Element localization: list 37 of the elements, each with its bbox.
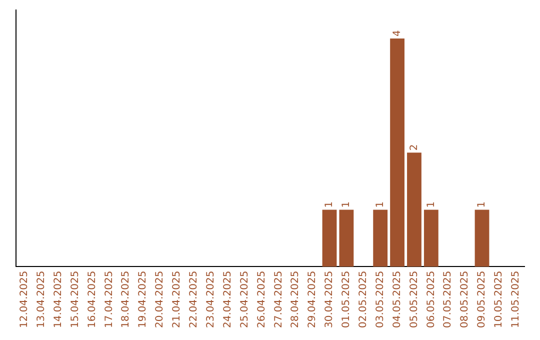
x-tick-label: 25.04.2025	[239, 270, 250, 328]
x-tick-label: 16.04.2025	[86, 270, 98, 328]
x-tick-label: 30.04.2025	[324, 270, 336, 328]
data-label: 1	[374, 201, 386, 208]
data-label: 1	[476, 201, 488, 208]
x-tick-label: 03.05.2025	[374, 270, 386, 328]
x-tick-label: 07.05.2025	[442, 270, 454, 328]
x-tick-label: 29.04.2025	[307, 270, 318, 328]
x-tick-label: 23.04.2025	[205, 270, 216, 328]
x-tick-label: 04.05.2025	[392, 270, 403, 328]
data-label: 1	[341, 201, 352, 208]
x-tick-label: 24.04.2025	[222, 270, 234, 328]
data-label: 4	[392, 30, 403, 37]
x-tick-label: 02.05.2025	[358, 270, 369, 328]
x-tick-label: 21.04.2025	[172, 270, 183, 328]
x-tick-label: 06.05.2025	[426, 270, 437, 328]
data-label: 1	[324, 201, 336, 208]
x-tick-label: 18.04.2025	[120, 270, 132, 328]
data-label: 1	[426, 201, 437, 208]
x-tick-label: 08.05.2025	[460, 270, 471, 328]
x-tick-label: 20.04.2025	[154, 270, 166, 328]
x-tick-label: 09.05.2025	[476, 270, 488, 328]
x-tick-label: 10.05.2025	[494, 270, 505, 328]
x-tick-label: 12.04.2025	[19, 270, 30, 328]
x-tick-label: 19.04.2025	[138, 270, 149, 328]
x-tick-label: 11.05.2025	[510, 270, 522, 328]
x-tick-label: 28.04.2025	[290, 270, 302, 328]
x-tick-label: 01.05.2025	[341, 270, 352, 328]
data-label: 2	[408, 144, 420, 151]
x-tick-label: 26.04.2025	[256, 270, 268, 328]
x-tick-label: 14.04.2025	[52, 270, 64, 328]
x-tick-label: 13.04.2025	[36, 270, 48, 328]
x-tick-label: 15.04.2025	[70, 270, 81, 328]
x-tick-label: 17.04.2025	[104, 270, 115, 328]
x-tick-label: 27.04.2025	[273, 270, 284, 328]
x-tick-label: 05.05.2025	[408, 270, 420, 328]
x-tick-label: 22.04.2025	[188, 270, 200, 328]
